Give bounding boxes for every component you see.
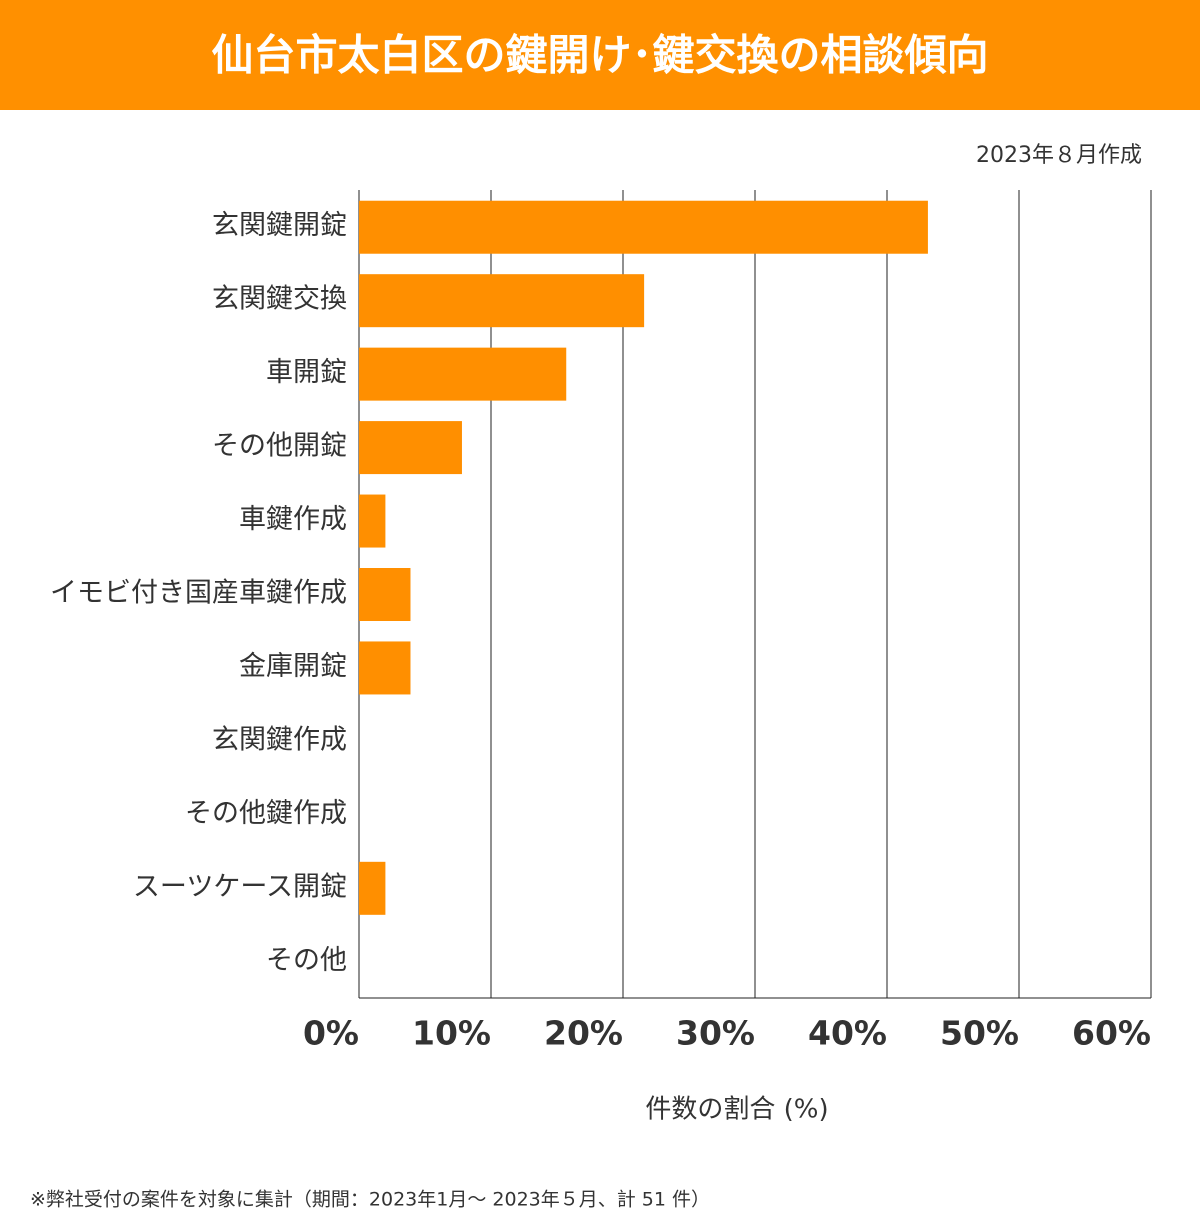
x-tick-label: 10%	[412, 1014, 491, 1053]
subtitle: 2023年８月作成	[976, 143, 1142, 168]
y-tick-label: 玄関鍵作成	[212, 724, 347, 755]
y-tick-label: スーツケース開錠	[133, 871, 347, 902]
y-tick-label: 玄関鍵開錠	[212, 210, 347, 241]
header-band	[0, 0, 1200, 110]
bar	[359, 494, 386, 548]
bar	[359, 274, 645, 328]
x-tick-label: 30%	[676, 1014, 755, 1053]
x-axis-label: 件数の割合 (%)	[645, 1095, 828, 1125]
bar	[359, 347, 567, 401]
footnote: ※弊社受付の案件を対象に集計（期間：2023年1月～ 2023年５月、計 51 …	[30, 1189, 710, 1211]
x-tick-label: 40%	[808, 1014, 887, 1053]
y-tick-label: イモビ付き国産車鍵作成	[50, 578, 347, 609]
bar	[359, 200, 928, 254]
x-tick-label: 60%	[1072, 1014, 1151, 1053]
bar	[359, 568, 411, 621]
x-tick-label: 50%	[940, 1014, 1019, 1053]
y-tick-label: 車鍵作成	[239, 504, 347, 535]
y-tick-label: 金庫開錠	[239, 651, 347, 682]
bar	[359, 421, 462, 475]
x-tick-label: 0%	[303, 1014, 359, 1053]
y-tick-label: その他開錠	[212, 431, 347, 462]
bar	[359, 641, 411, 695]
chart-title: 仙台市太白区の鍵開け･鍵交換の相談傾向	[211, 31, 988, 80]
bar	[359, 861, 386, 915]
y-tick-label: 車開錠	[266, 357, 347, 388]
x-tick-label: 20%	[544, 1014, 623, 1053]
y-tick-label: その他	[266, 945, 347, 976]
y-tick-label: その他鍵作成	[185, 798, 347, 829]
y-tick-label: 玄関鍵交換	[212, 284, 347, 315]
